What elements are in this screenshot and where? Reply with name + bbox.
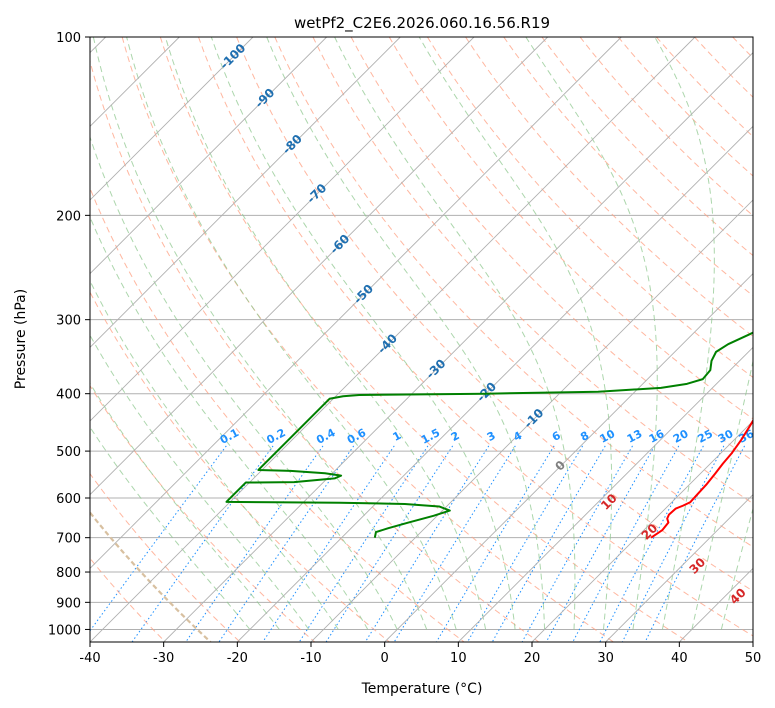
dry-adiabat-line bbox=[312, 37, 753, 505]
isotherm-line bbox=[90, 37, 327, 275]
mixing-ratio-line bbox=[572, 445, 680, 642]
mixing-ratio-label: 20 bbox=[671, 427, 691, 446]
mixing-ratio-label: 10 bbox=[598, 427, 618, 446]
dry-adiabat-line bbox=[350, 37, 753, 462]
mixing-ratio-line bbox=[90, 445, 227, 632]
moist-adiabat-line bbox=[92, 37, 428, 630]
isotherm-line bbox=[90, 37, 696, 642]
moist-adiabat-line bbox=[654, 37, 715, 630]
x-tick-label: 30 bbox=[597, 651, 614, 666]
x-tick-label: 10 bbox=[450, 651, 467, 666]
isotherm-line bbox=[237, 125, 753, 642]
mixing-ratio-label: 25 bbox=[695, 427, 715, 446]
moist-adiabat-line bbox=[164, 37, 487, 630]
dewpoint-line bbox=[225, 331, 753, 538]
moist-adiabat-line bbox=[525, 37, 658, 630]
y-axis-label: Pressure (hPa) bbox=[13, 289, 29, 389]
x-tick-label: -40 bbox=[79, 651, 100, 666]
dry-adiabat-line bbox=[90, 59, 540, 642]
x-tick-label: 40 bbox=[671, 651, 688, 666]
y-tick-label: 400 bbox=[56, 388, 81, 403]
moist-adiabat-line bbox=[90, 334, 310, 630]
isotherm-line bbox=[90, 37, 254, 201]
x-tick-label: 20 bbox=[524, 651, 541, 666]
dry-adiabat-line bbox=[121, 37, 614, 642]
moist-adiabat-line bbox=[210, 37, 516, 630]
isotherm-line bbox=[90, 37, 622, 569]
plot-frame bbox=[89, 36, 754, 643]
x-tick-label: -10 bbox=[300, 651, 321, 666]
mixing-ratio-label: 16 bbox=[647, 427, 667, 446]
dry-adiabat-line bbox=[159, 37, 689, 642]
y-tick-label: 1000 bbox=[48, 623, 81, 638]
mixing-ratio-line bbox=[393, 445, 516, 642]
moist-adiabat-line bbox=[90, 426, 251, 630]
x-tick-label: 0 bbox=[381, 651, 389, 666]
dry-adiabat-line bbox=[579, 37, 753, 217]
dry-adiabat-line bbox=[90, 291, 390, 642]
moist-adiabat-line bbox=[126, 37, 457, 630]
moist-adiabat-line bbox=[418, 37, 613, 630]
axes: -40 -30 -20 -10 0 10 20 30 40 50 1000 900 800 700 600 5… bbox=[48, 31, 761, 666]
mixing-ratio-label: 30 bbox=[716, 427, 736, 446]
moist-adiabats bbox=[90, 37, 753, 630]
moist-adiabat-line bbox=[90, 382, 280, 630]
y-tick-label: 800 bbox=[56, 566, 81, 581]
y-tick-label: 900 bbox=[56, 596, 81, 611]
moist-adiabat-line bbox=[90, 135, 398, 630]
mixing-ratio-line bbox=[644, 445, 745, 642]
isotherms bbox=[90, 37, 753, 642]
moist-adiabat-line bbox=[720, 506, 753, 630]
moist-adiabat-line bbox=[90, 215, 369, 630]
isotherm-line bbox=[384, 273, 753, 642]
x-axis-label: Temperature (°C) bbox=[361, 681, 483, 697]
y-tick-label: 200 bbox=[56, 209, 81, 224]
y-tick-label: 600 bbox=[56, 492, 81, 507]
moist-adiabat-line bbox=[90, 279, 339, 630]
dry-adiabat-line bbox=[541, 37, 753, 257]
mixing-ratio-line bbox=[364, 445, 490, 642]
mixing-ratio-label: 13 bbox=[625, 427, 645, 446]
moist-adiabat-line bbox=[691, 358, 753, 630]
mixing-ratio-line bbox=[131, 445, 274, 642]
x-tick-label: 50 bbox=[745, 651, 762, 666]
dry-adiabat-line bbox=[426, 37, 753, 378]
mixing-ratio-line bbox=[185, 445, 324, 642]
temperature-line bbox=[650, 418, 753, 539]
mixing-ratio-line bbox=[545, 445, 656, 642]
dry-adiabat-line bbox=[236, 37, 753, 592]
isotherm-line bbox=[163, 52, 753, 642]
y-tick-label: 100 bbox=[56, 31, 81, 46]
mixing-ratio-line bbox=[262, 445, 395, 642]
pressure-gridlines bbox=[90, 37, 753, 630]
mixing-ratio-line bbox=[325, 445, 454, 642]
isotherm-line bbox=[458, 346, 753, 642]
chart-title: wetPf2_C2E6.2026.060.16.56.R19 bbox=[294, 14, 550, 33]
dry-adiabat-line bbox=[388, 37, 753, 420]
x-tick-label: -30 bbox=[153, 651, 174, 666]
isotherm-line bbox=[90, 37, 401, 348]
mixing-ratio-line bbox=[599, 445, 704, 642]
isotherm-line bbox=[310, 199, 753, 642]
moist-adiabat-line bbox=[334, 37, 576, 630]
y-tick-label: 300 bbox=[56, 314, 81, 329]
x-tick-label: -20 bbox=[227, 651, 248, 666]
y-tick-label: 700 bbox=[56, 532, 81, 547]
dry-adiabat-thick-line bbox=[90, 510, 212, 642]
profile-series bbox=[225, 331, 753, 539]
mixing-ratio-line bbox=[521, 445, 633, 642]
isotherm-line bbox=[531, 420, 753, 642]
dry-adiabat-line bbox=[198, 37, 753, 637]
isotherm-line bbox=[90, 37, 475, 422]
moist-adiabat-line bbox=[266, 37, 546, 630]
y-tick-label: 500 bbox=[56, 445, 81, 460]
mixing-ratio-line bbox=[491, 445, 606, 642]
isotherm-line bbox=[90, 37, 548, 496]
isotherm-line bbox=[605, 494, 753, 642]
dry-adiabat-line bbox=[274, 37, 753, 548]
